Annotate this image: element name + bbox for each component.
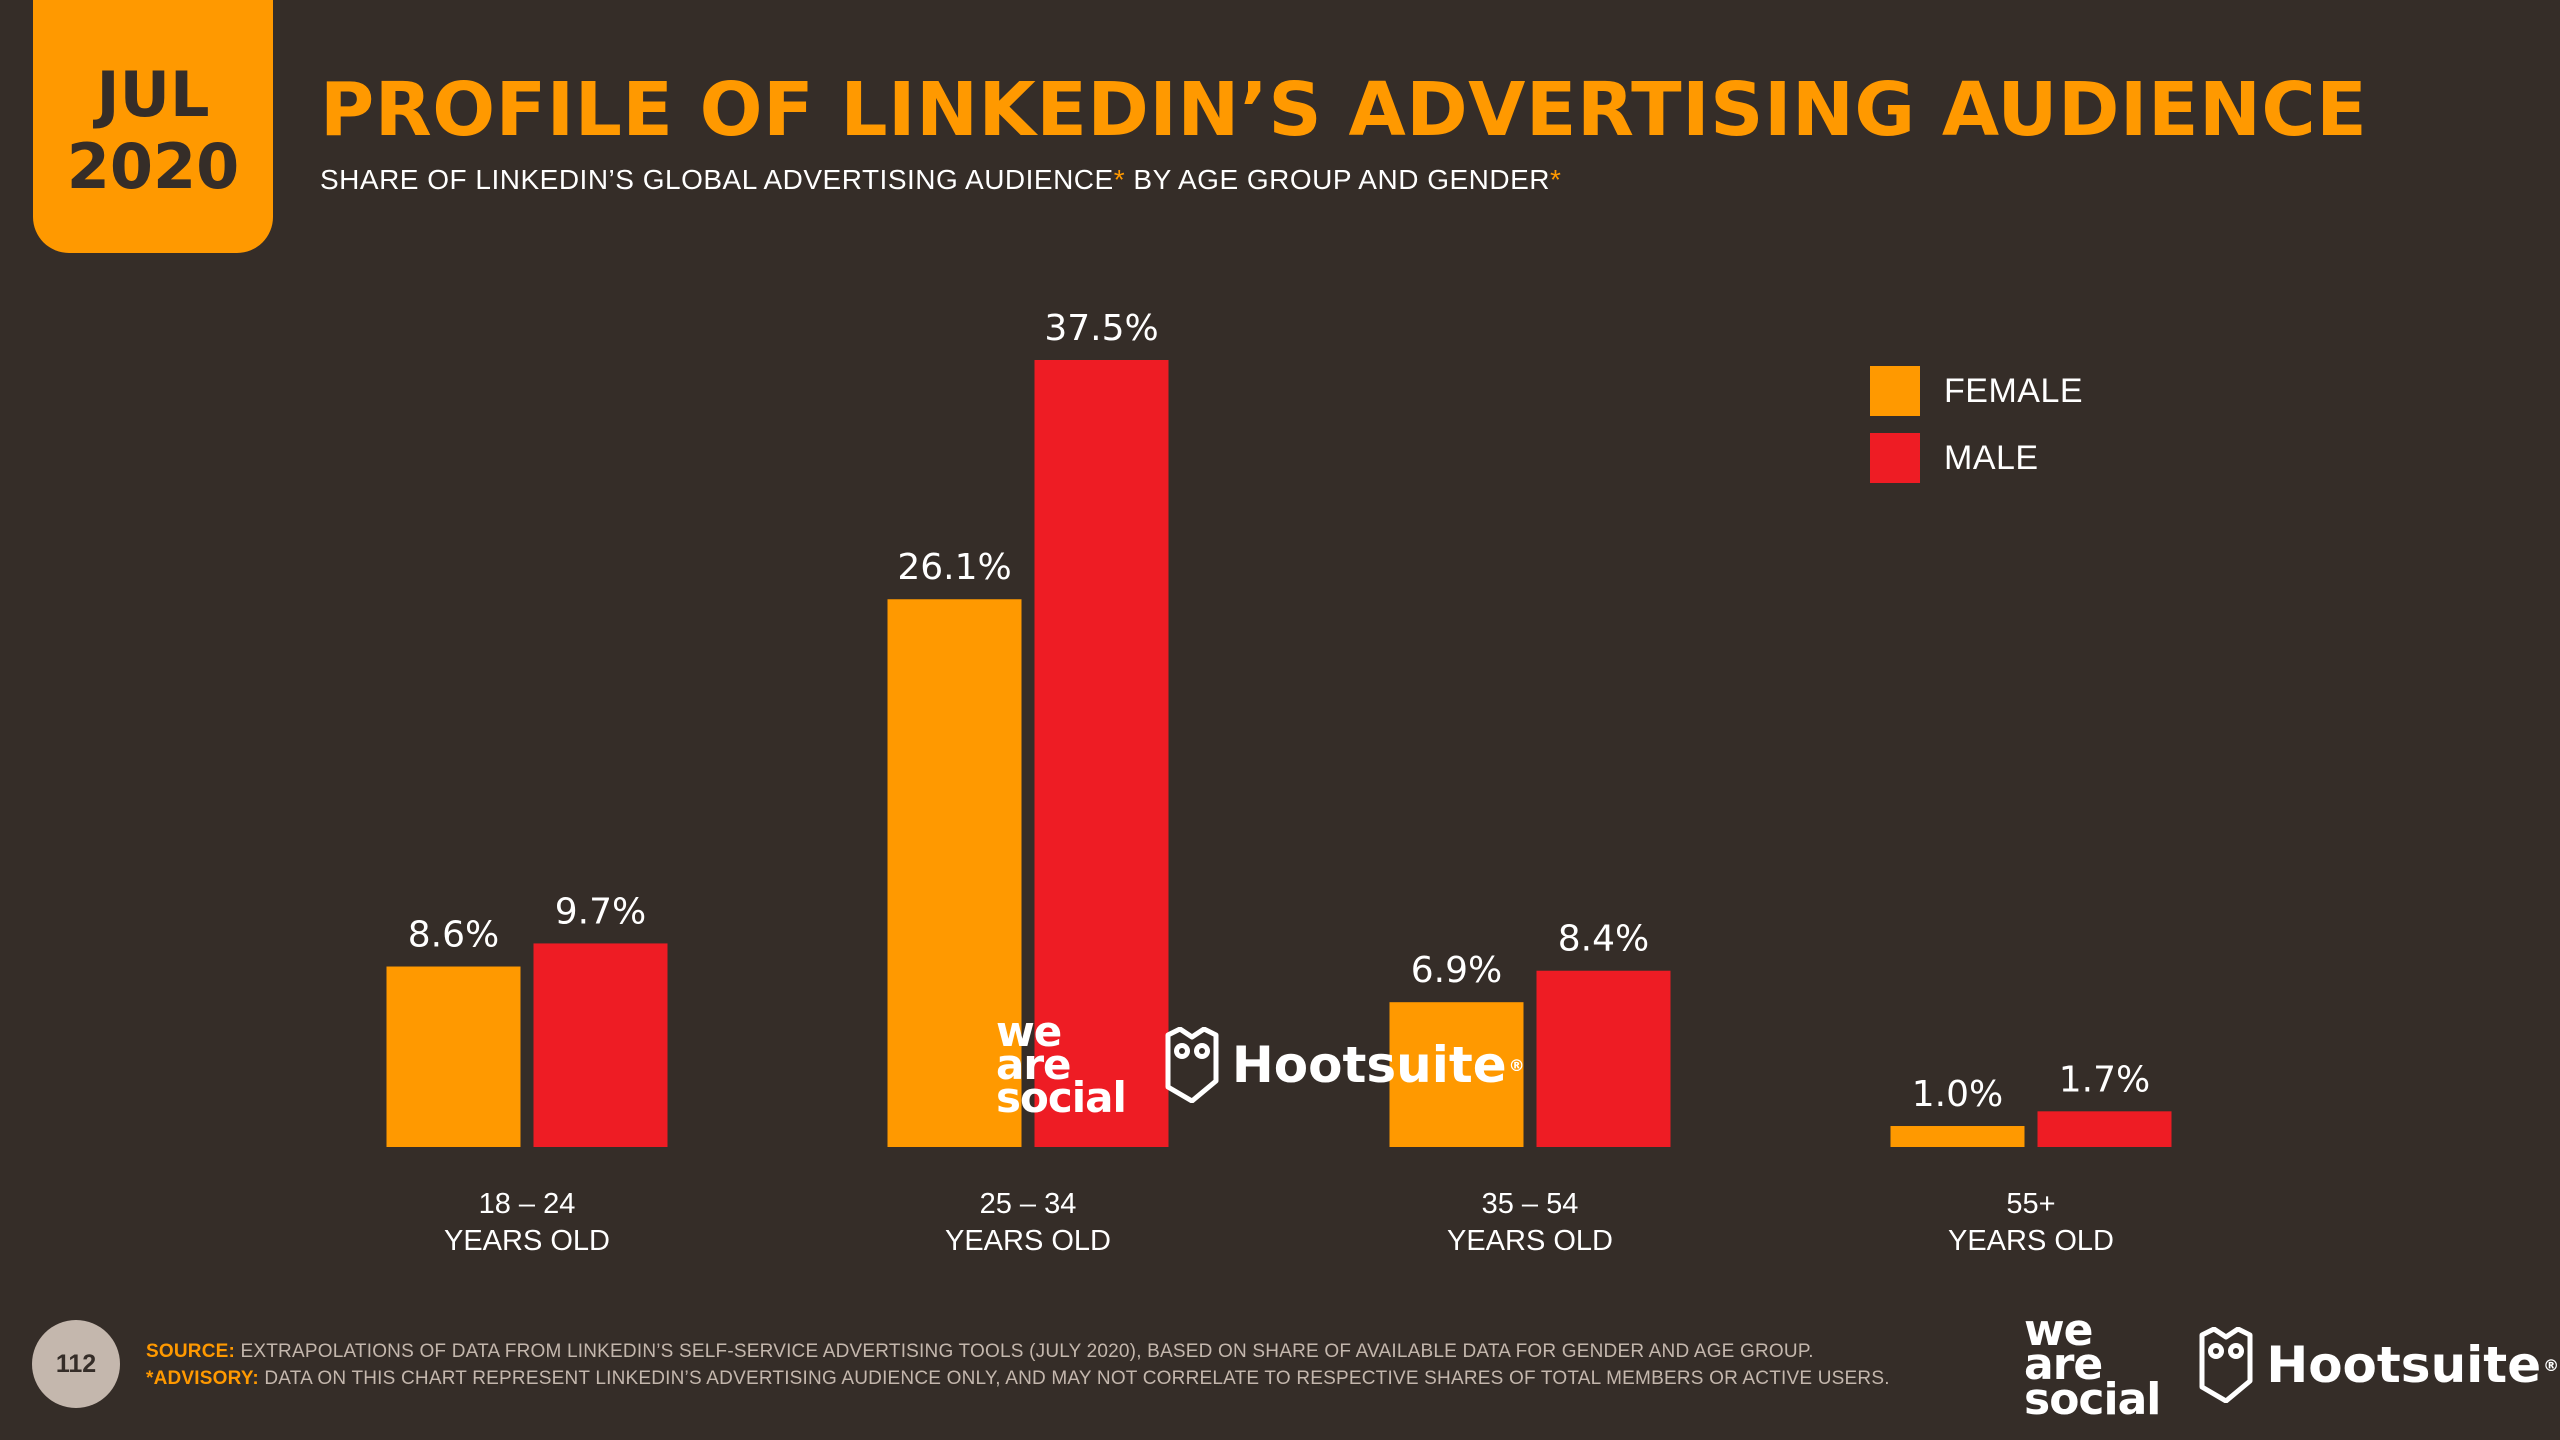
logo-group-mid: we are social Hootsuite ® [996,1007,1525,1122]
legend-swatch-female [1870,366,1920,416]
logo-group-footer: we are social Hootsuite ® [2024,1305,2560,1425]
category-unit-2: YEARS OLD [1447,1225,1613,1257]
advisory-note: *ADVISORY: DATA ON THIS CHART REPRESENT … [146,1365,1890,1392]
bar-male-3 [2037,1111,2172,1147]
wearesocial-logo-we: we [996,1007,1062,1056]
owl-icon [1165,1027,1219,1104]
chart-legend: FEMALE MALE [1870,366,2083,500]
hootsuite-logo: Hootsuite ® [1164,1027,1525,1104]
bar-male-0 [533,943,668,1147]
wearesocial-logo-social: social [996,1072,1127,1122]
footer-wearesocial-logo: we are social [2024,1305,2161,1425]
source-label: SOURCE: [146,1341,236,1362]
category-range-1: 25 – 34 [980,1188,1077,1220]
subtitle-part2: BY AGE GROUP AND GENDER [1125,164,1550,195]
bar-female-0 [386,966,521,1147]
legend-label-male: MALE [1944,438,2039,477]
legend-label-female: FEMALE [1944,371,2084,410]
footer-wearesocial-are: are [2024,1339,2103,1391]
footer-hootsuite-wordmark: Hootsuite [2266,1336,2542,1395]
category-unit-1: YEARS OLD [945,1225,1111,1257]
legend-item-female: FEMALE [1870,366,2083,416]
category-unit-0: YEARS OLD [444,1225,610,1257]
source-text: EXTRAPOLATIONS OF DATA FROM LINKEDIN’S S… [235,1341,1814,1362]
source-note: SOURCE: EXTRAPOLATIONS OF DATA FROM LINK… [146,1338,1890,1365]
footer-wearesocial-social: social [2024,1373,2161,1425]
page-number: 112 [32,1320,120,1408]
page-title: PROFILE OF LINKEDIN’S ADVERTISING AUDIEN… [320,67,2368,153]
footer-wearesocial-we: we [2024,1305,2094,1356]
subtitle-star-2: * [1550,164,1562,195]
hootsuite-reg-mark: ® [1508,1055,1525,1075]
data-label-female-3: 1.0% [1912,1074,2003,1115]
subtitle: SHARE OF LINKEDIN’S GLOBAL ADVERTISING A… [320,162,1561,198]
advisory-text: DATA ON THIS CHART REPRESENT LINKEDIN’S … [258,1368,1890,1389]
badge-year: 2020 [66,129,240,203]
footer-hootsuite-reg-mark: ® [2543,1355,2560,1375]
bar-female-3 [1890,1126,2025,1147]
data-label-male-3: 1.7% [2059,1059,2150,1100]
subtitle-star-1: * [1113,164,1126,195]
category-range-2: 35 – 54 [1482,1188,1579,1220]
advisory-label: *ADVISORY: [146,1368,259,1389]
bar-female-1 [887,599,1022,1147]
legend-swatch-male [1870,433,1920,483]
data-label-female-0: 8.6% [408,915,499,956]
data-label-female-1: 26.1% [897,547,1011,588]
footer-owl-icon [2199,1327,2253,1404]
footnotes: SOURCE: EXTRAPOLATIONS OF DATA FROM LINK… [146,1338,1890,1392]
category-unit-3: YEARS OLD [1948,1225,2114,1257]
data-label-male-0: 9.7% [555,891,646,932]
category-range-3: 55+ [2006,1188,2055,1220]
legend-item-male: MALE [1870,433,2083,483]
category-range-0: 18 – 24 [479,1188,576,1220]
date-badge: JUL 2020 [33,0,273,253]
badge-month: JUL [96,57,210,131]
bar-male-1 [1034,360,1169,1147]
footer-hootsuite-logo: Hootsuite ® [2198,1327,2560,1404]
wearesocial-logo: we are social [996,1007,1127,1122]
data-label-male-2: 8.4% [1558,919,1649,960]
subtitle-part1: SHARE OF LINKEDIN’S GLOBAL ADVERTISING A… [320,164,1114,195]
bar-female-2 [1389,1002,1524,1147]
wearesocial-logo-are: are [996,1039,1072,1089]
hootsuite-wordmark: Hootsuite [1231,1036,1507,1095]
bar-male-2 [1536,970,1671,1147]
data-label-female-2: 6.9% [1411,950,1502,991]
data-label-male-1: 37.5% [1044,308,1158,349]
